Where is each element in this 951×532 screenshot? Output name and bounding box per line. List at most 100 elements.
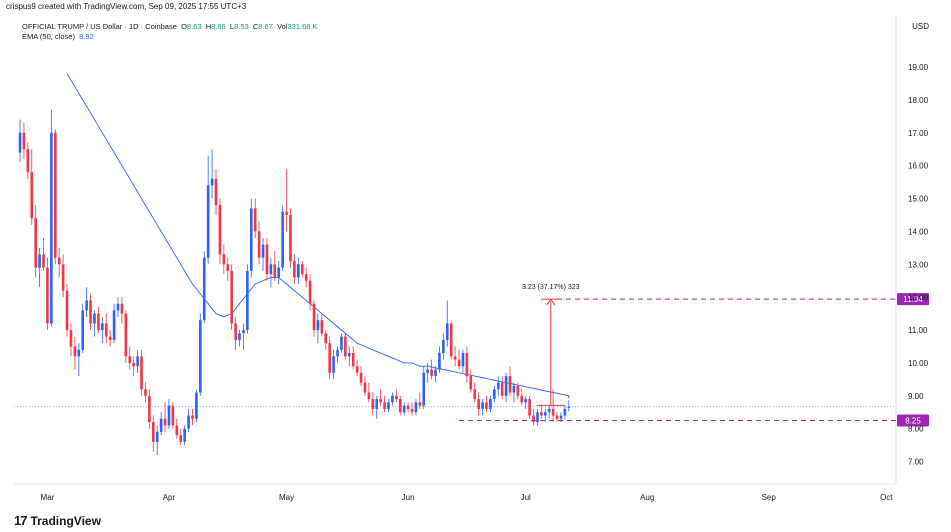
candle-body: [442, 339, 445, 354]
x-tick-label: Apr: [163, 493, 176, 502]
ema-value: 8.92: [79, 32, 94, 41]
candle-body: [351, 353, 355, 367]
candle-body: [199, 320, 202, 393]
candle-body: [559, 415, 563, 419]
candle-body: [512, 385, 516, 393]
candle-body: [422, 372, 426, 406]
y-tick-label: 9.00: [908, 392, 924, 401]
candle-body: [316, 320, 320, 331]
candle-body: [406, 405, 410, 409]
candle-body: [69, 330, 73, 347]
y-tick-label: 10.00: [908, 359, 929, 368]
candle-body: [159, 418, 163, 432]
candle-body: [516, 385, 520, 396]
x-tick-label: Aug: [640, 493, 654, 502]
candle-body: [89, 300, 92, 324]
candle-body: [112, 310, 116, 340]
candle-body: [30, 172, 34, 219]
candle-body: [175, 425, 179, 436]
candle-body: [238, 333, 241, 340]
candle-body: [477, 399, 480, 409]
candle-body: [563, 408, 567, 416]
y-tick-label: 16.00: [908, 162, 929, 171]
candle-body: [195, 392, 198, 419]
candle-body: [359, 372, 363, 383]
candle-body: [504, 376, 508, 396]
y-tick-label: 7.00: [908, 458, 924, 467]
candle-body: [81, 310, 85, 350]
y-tick-label: 15.00: [908, 195, 929, 204]
candle-body: [277, 267, 281, 278]
x-tick-label: Jun: [402, 493, 415, 502]
candle-body: [57, 257, 61, 265]
high-label: H: [205, 22, 212, 31]
candle-body: [53, 132, 57, 258]
x-axis: Mar Apr May Jun Jul Aug Sep Oct: [41, 493, 894, 502]
candle-body: [38, 254, 41, 268]
x-tick-label: May: [279, 493, 294, 502]
candle-body: [46, 267, 49, 324]
candle-body: [461, 353, 465, 367]
annotation-layer: 11.94 8.25 3.23 (37.17%) 323: [14, 284, 929, 427]
candle-body: [536, 412, 539, 423]
candle-body: [297, 264, 300, 278]
candle-body: [457, 359, 461, 367]
tradingview-logo-icon: 17: [14, 513, 28, 528]
candle-body: [218, 205, 222, 255]
candle-body: [108, 336, 112, 340]
x-tick-label: Jul: [521, 493, 531, 502]
candle-body: [520, 395, 524, 403]
y-axis: 7.00 8.00 9.00 10.00 11.00 12.00 13.00 14.00 15.…: [908, 63, 929, 467]
symbol-legend: OFFICIAL TRUMP / US Dollar · 1D · Coinba…: [22, 22, 318, 31]
brand-name: TradingView: [30, 513, 101, 528]
candle-body: [434, 369, 437, 377]
ema-legend: EMA (50, close) 8.92: [22, 32, 94, 41]
measure-label: 3.23 (37.17%) 323: [522, 284, 580, 291]
candle-body: [34, 218, 37, 268]
candle-body: [226, 264, 230, 271]
candle-body: [293, 261, 296, 278]
candle-body: [449, 323, 453, 357]
candle-body: [289, 214, 292, 261]
candle-body: [116, 303, 120, 311]
candle-body: [104, 323, 108, 337]
candle-body: [375, 399, 379, 409]
candle-body: [308, 280, 312, 304]
candle-body: [379, 399, 382, 403]
candle-body: [120, 303, 124, 314]
tradingview-brand[interactable]: 17 TradingView: [14, 513, 101, 528]
candle-body: [493, 389, 496, 400]
candle-body: [508, 376, 512, 393]
candle-body: [547, 408, 551, 413]
candle-body: [410, 408, 414, 413]
candle-body: [273, 264, 277, 278]
candle-body: [555, 415, 559, 419]
x-tick-label: Oct: [880, 493, 893, 502]
candle-body: [481, 402, 484, 409]
candle-body: [242, 330, 245, 334]
candle-body: [222, 254, 226, 265]
candle-body: [414, 402, 418, 413]
candle-body: [22, 132, 26, 150]
candle-body: [387, 402, 390, 409]
candle-body: [187, 415, 190, 429]
candle-body: [551, 408, 555, 416]
measure-arrowhead: [546, 298, 556, 306]
ema-50-line: [66, 73, 570, 399]
candle-body: [540, 412, 543, 416]
candle-body: [532, 415, 535, 423]
candle-body: [336, 349, 339, 357]
y-tick-label: 12.00: [908, 293, 929, 302]
candle-body: [124, 313, 128, 357]
grid: [14, 14, 897, 485]
resistance-label: 11.94: [903, 295, 923, 304]
candle-body: [496, 382, 500, 390]
vol-value: 331.68 K: [287, 22, 318, 31]
candle-body: [179, 435, 183, 442]
close-value: 8.67: [258, 22, 273, 31]
candle-body: [18, 132, 22, 153]
candle-body: [65, 290, 69, 331]
candle-body: [489, 399, 492, 409]
